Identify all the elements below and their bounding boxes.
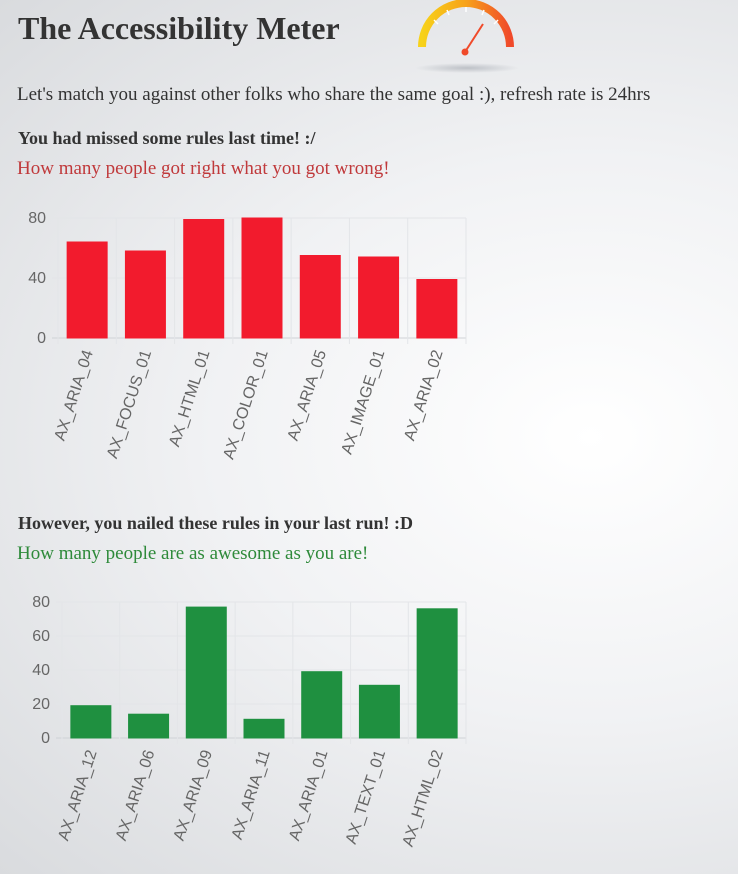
nailed-chart-bar: [358, 684, 400, 739]
nailed-chart-y-tick-label: 80: [32, 594, 50, 611]
nailed-chart-x-tick-label: AX_ARIA_01: [286, 748, 331, 843]
missed-chart-y-tick-label: 0: [37, 330, 46, 347]
nailed-chart-x-tick-label: AX_ARIA_09: [171, 748, 216, 843]
missed-chart-x-tick-label: AX_COLOR_01: [220, 348, 271, 462]
nailed-chart-bar: [128, 713, 170, 739]
missed-chart-y-tick-label: 80: [28, 210, 46, 227]
missed-chart-x-tick-label: AX_HTML_01: [166, 348, 213, 449]
missed-chart-bar: [241, 217, 283, 339]
missed-chart-x-tick-label: AX_ARIA_02: [401, 348, 446, 443]
nailed-chart-x-tick-label: AX_TEXT_01: [343, 748, 389, 846]
nailed-rules-subheading: How many people are as awesome as you ar…: [17, 543, 369, 564]
nailed-chart-bar: [70, 705, 112, 739]
missed-chart-bar: [124, 250, 166, 339]
nailed-chart-y-tick-label: 0: [41, 730, 50, 747]
missed-chart-bar: [183, 219, 225, 339]
missed-rules-heading: You had missed some rules last time! :/: [18, 128, 316, 148]
missed-chart-bar: [416, 279, 458, 339]
missed-chart-y-tick-label: 40: [28, 270, 46, 287]
missed-chart-x-tick-label: AX_IMAGE_01: [339, 348, 389, 457]
nailed-chart-grid: [56, 601, 467, 744]
missed-chart-bar: [66, 241, 108, 339]
intro-text: Let's match you against other folks who …: [17, 84, 651, 105]
nailed-rules-heading: However, you nailed these rules in your …: [18, 513, 414, 533]
nailed-chart-x-tick-label: AX_HTML_02: [400, 748, 447, 849]
missed-chart-x-tick-label: AX_ARIA_04: [52, 348, 97, 443]
missed-rules-subheading: How many people got right what you got w…: [17, 158, 390, 179]
nailed-chart-y-tick-label: 60: [32, 628, 50, 645]
nailed-chart-bar: [416, 608, 458, 739]
nailed-chart-bar: [185, 606, 227, 739]
missed-chart-bar: [299, 255, 341, 339]
nailed-chart-bar: [301, 671, 343, 739]
speedometer-icon: [415, 0, 519, 73]
page-title: The Accessibility Meter: [18, 10, 340, 46]
nailed-chart-y-tick-label: 40: [32, 662, 50, 679]
missed-chart-bar: [358, 256, 400, 339]
nailed-chart-x-tick-label: AX_ARIA_12: [55, 748, 100, 843]
missed-chart-x-tick-label: AX_FOCUS_01: [104, 348, 155, 461]
missed-chart-x-tick-label: AX_ARIA_05: [285, 348, 330, 443]
nailed-chart-x-tick-label: AX_ARIA_06: [113, 748, 158, 843]
nailed-chart-bar: [243, 718, 285, 739]
nailed-rules-chart: 0 20 40 60 80 AX_ARIA_12 AX_ARIA_06 AX_ARIA_09 A…: [32, 594, 467, 849]
nailed-chart-x-tick-label: AX_ARIA_11: [229, 748, 274, 842]
missed-rules-chart: 0 40 80 AX_ARIA_04 AX_FOCUS_01 AX_HTML_01 AX_C…: [28, 210, 467, 462]
nailed-chart-y-tick-label: 20: [32, 696, 50, 713]
